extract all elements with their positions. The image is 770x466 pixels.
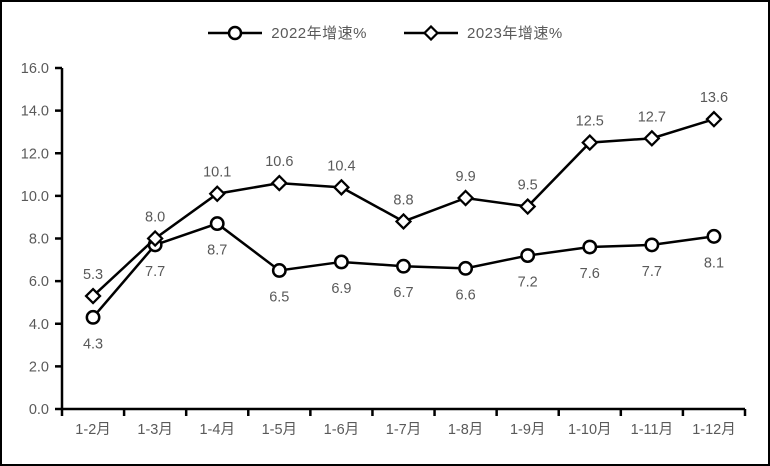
y-axis-tick-label: 16.0: [21, 61, 49, 77]
y-axis-tick-label: 6.0: [29, 274, 49, 290]
data-point-label: 8.0: [145, 210, 165, 226]
data-point-diamond-marker: [332, 178, 350, 196]
y-axis-tick-label: 4.0: [29, 317, 49, 333]
data-point-label: 4.3: [83, 336, 103, 352]
chart-legend: 2022年增速% 2023年增速%: [0, 22, 770, 43]
data-point-diamond-marker: [270, 174, 288, 192]
x-axis-category-label: 1-12月: [692, 422, 736, 438]
data-point-label: 12.7: [638, 109, 666, 125]
data-point-diamond-marker: [643, 129, 661, 147]
data-point-label: 13.6: [700, 90, 728, 106]
y-axis-tick-label: 10.0: [21, 189, 49, 205]
data-point-diamond-marker: [394, 212, 413, 231]
data-point-circle-marker: [458, 260, 474, 276]
data-point-label: 9.5: [518, 178, 538, 194]
x-axis-category-label: 1-6月: [324, 422, 359, 438]
data-point-label: 8.7: [207, 243, 227, 259]
x-axis-category-label: 1-5月: [262, 422, 297, 438]
series-2022: 4.3 7.7 8.7 6.5 6.9 6.7 6.6 7.2 7.6 7.7 8.1: [83, 216, 724, 352]
data-point-label: 6.7: [393, 285, 413, 301]
data-point-diamond-marker: [705, 110, 723, 128]
data-point-diamond-marker: [84, 287, 102, 305]
data-point-label: 6.6: [456, 287, 476, 303]
x-axis-category-label: 1-4月: [199, 422, 234, 438]
data-point-label: 6.9: [331, 281, 351, 297]
data-point-label: 7.6: [580, 266, 600, 282]
data-point-diamond-marker: [146, 229, 164, 248]
data-point-circle-marker: [520, 248, 536, 264]
y-axis-tick-label: 14.0: [21, 104, 49, 120]
legend-label-2023: 2023年增速%: [467, 25, 563, 42]
data-point-label: 10.6: [265, 154, 293, 170]
data-point-label: 9.9: [456, 169, 476, 185]
x-axis-category-label: 1-3月: [137, 422, 172, 438]
data-point-label: 10.1: [203, 165, 231, 181]
data-point-label: 7.2: [518, 275, 538, 291]
data-point-label: 7.7: [642, 264, 662, 280]
data-point-label: 8.8: [393, 192, 413, 208]
x-axis-category-label: 1-11月: [631, 422, 673, 438]
data-point-diamond-marker: [208, 185, 226, 203]
x-axis-category-label: 1-2月: [75, 422, 110, 438]
x-axis-category-label: 1-9月: [510, 422, 545, 438]
data-point-label: 10.4: [327, 158, 355, 174]
x-axis-category-label: 1-7月: [386, 422, 421, 438]
data-point-circle-marker: [85, 309, 101, 325]
legend-circle-marker-icon: [208, 25, 263, 40]
data-point-circle-marker: [706, 228, 722, 244]
data-point-circle-marker: [271, 263, 287, 278]
data-point-label: 12.5: [576, 114, 604, 130]
legend-item-2023: 2023年增速%: [403, 22, 563, 43]
x-axis-category-label: 1-10月: [568, 422, 612, 438]
data-point-label: 8.1: [704, 255, 724, 271]
y-axis-tick-label: 8.0: [29, 232, 49, 248]
series-2023: 5.3 8.0 10.1 10.6 10.4 8.8 9.9 9.5 12.5 12.7 13.6: [83, 90, 728, 305]
legend-label-2022: 2022年增速%: [271, 25, 367, 42]
data-point-label: 7.7: [145, 264, 165, 280]
data-point-circle-marker: [209, 216, 225, 232]
data-point-circle-marker: [644, 237, 660, 253]
legend-diamond-marker-icon: [404, 24, 458, 41]
axes: 0.0 2.0 4.0 6.0 8.0 10.0 12.0 14.0 16.0 1-2月 1-3月 1…: [21, 61, 747, 438]
x-axis-category-label: 1-8月: [448, 422, 483, 438]
data-point-circle-marker: [396, 258, 411, 274]
data-point-diamond-marker: [519, 197, 537, 216]
data-point-label: 6.5: [269, 289, 289, 305]
y-axis-tick-label: 2.0: [29, 359, 49, 375]
data-point-diamond-marker: [457, 189, 475, 207]
data-point-circle-marker: [333, 254, 349, 270]
legend-item-2022: 2022年增速%: [207, 22, 367, 43]
y-axis-tick-label: 0.0: [29, 402, 49, 418]
y-axis-tick-label: 12.0: [21, 146, 49, 162]
data-point-circle-marker: [582, 239, 598, 255]
data-point-diamond-marker: [581, 134, 599, 152]
data-point-label: 5.3: [83, 267, 103, 283]
